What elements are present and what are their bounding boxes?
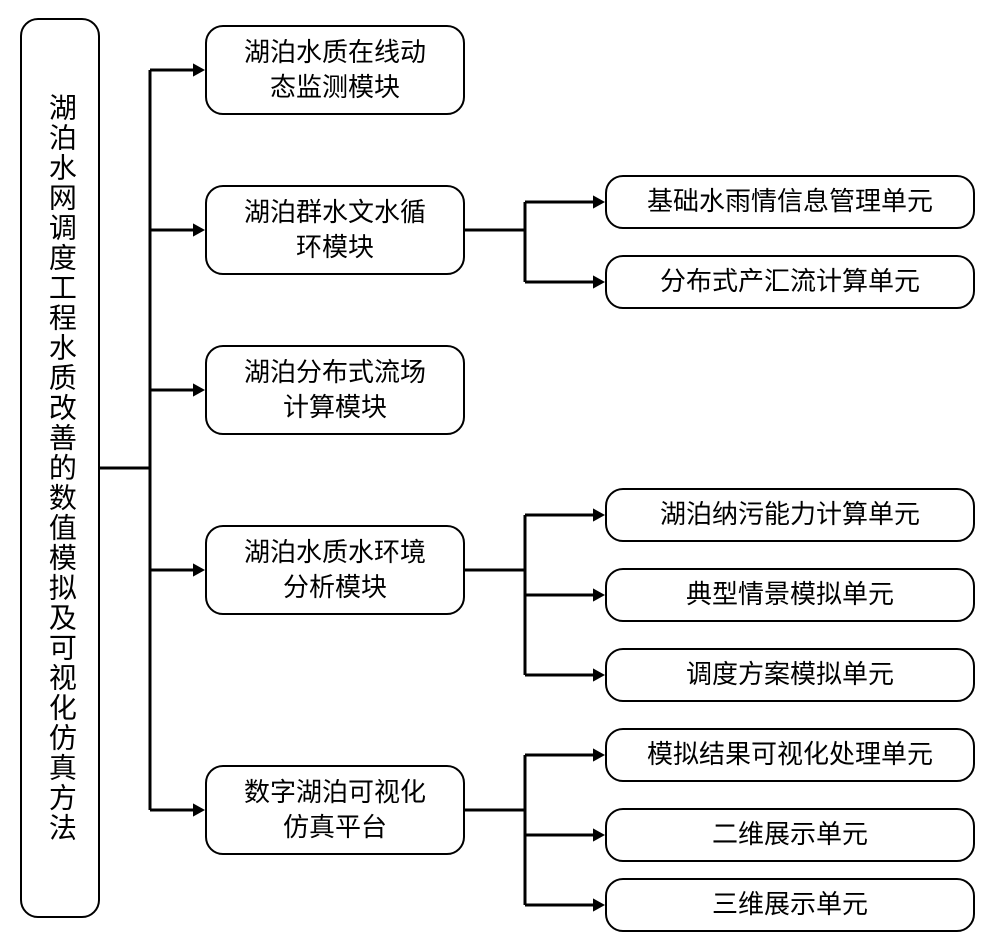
module-digital-lake-visual: 数字湖泊可视化仿真平台 [205,765,465,855]
unit-label: 典型情景模拟单元 [686,577,894,612]
unit-dispatch-simulation: 调度方案模拟单元 [605,648,975,702]
unit-label: 模拟结果可视化处理单元 [647,737,933,772]
connector-lines [0,0,1000,940]
unit-label: 分布式产汇流计算单元 [660,264,920,299]
unit-scenario-simulation: 典型情景模拟单元 [605,568,975,622]
module-label: 数字湖泊可视化仿真平台 [244,775,426,845]
module-label: 湖泊水质水环境分析模块 [244,535,426,605]
module-water-env-analysis: 湖泊水质水环境分析模块 [205,525,465,615]
module-label: 湖泊群水文水循环模块 [244,195,426,265]
unit-base-water-rain-info: 基础水雨情信息管理单元 [605,175,975,229]
unit-pollution-capacity: 湖泊纳污能力计算单元 [605,488,975,542]
module-label: 湖泊分布式流场计算模块 [244,355,426,425]
module-distributed-flowfield: 湖泊分布式流场计算模块 [205,345,465,435]
module-label: 湖泊水质在线动态监测模块 [244,35,426,105]
unit-label: 二维展示单元 [712,817,868,852]
unit-3d-display: 三维展示单元 [605,878,975,932]
unit-label: 三维展示单元 [712,887,868,922]
unit-result-visualization: 模拟结果可视化处理单元 [605,728,975,782]
root-node: 湖泊水网调度工程水质改善的数值模拟及可视化仿真方法 [20,18,100,918]
unit-label: 湖泊纳污能力计算单元 [660,497,920,532]
module-hydrology-cycle: 湖泊群水文水循环模块 [205,185,465,275]
unit-2d-display: 二维展示单元 [605,808,975,862]
unit-label: 基础水雨情信息管理单元 [647,184,933,219]
module-water-quality-monitor: 湖泊水质在线动态监测模块 [205,25,465,115]
unit-distributed-runoff: 分布式产汇流计算单元 [605,255,975,309]
unit-label: 调度方案模拟单元 [686,657,894,692]
